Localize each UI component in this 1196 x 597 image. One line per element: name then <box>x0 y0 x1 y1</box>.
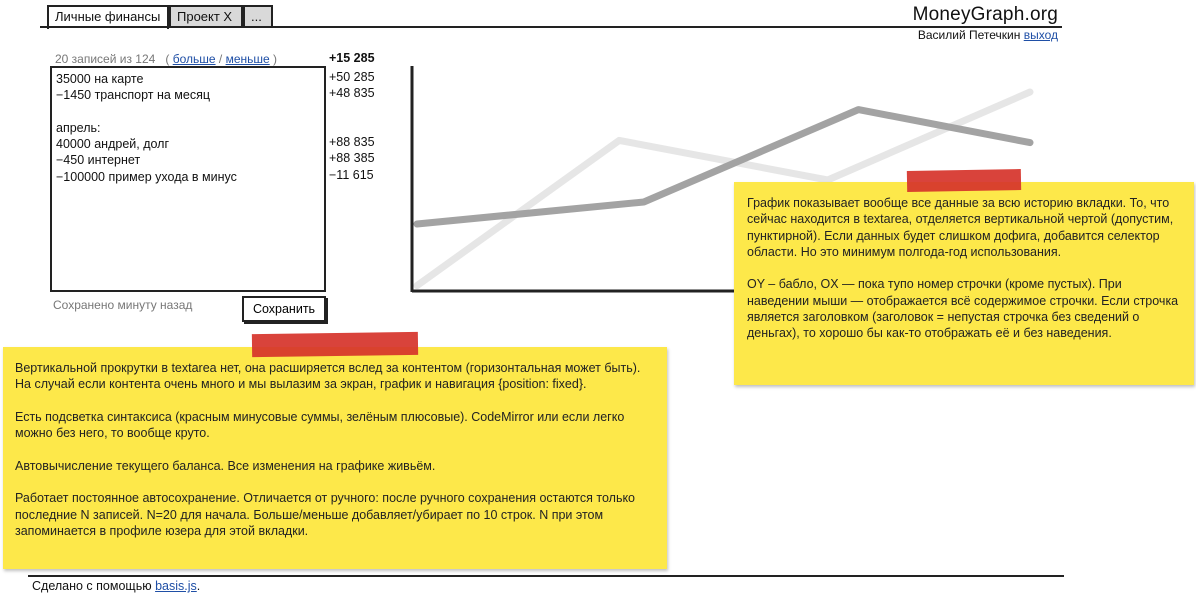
balance-value: −11 615 <box>329 167 374 182</box>
note-paragraph: Вертикальной прокрутки в textarea нет, о… <box>15 361 641 392</box>
paren-open: ( <box>165 52 170 66</box>
footer-text: Сделано с помощью <box>32 579 152 593</box>
footer: Сделано с помощью basis.js. <box>32 579 200 593</box>
balance-value: +88 385 <box>329 151 375 166</box>
tab-more[interactable]: ... <box>243 5 273 27</box>
entry-line: −450 интернет <box>56 153 141 168</box>
records-summary: 20 записей из 124 ( больше / меньше ) <box>55 52 277 66</box>
note-paragraph: Автовычисление текущего баланса. Все изм… <box>15 458 436 473</box>
save-button[interactable]: Сохранить <box>242 296 326 322</box>
sticky-note-editor: Вертикальной прокрутки в textarea нет, о… <box>3 347 667 569</box>
balance-value: +48 835 <box>329 86 375 101</box>
total-balance: +15 285 <box>329 51 375 65</box>
user-info: Василий Петечкин выход <box>918 28 1058 42</box>
user-name: Василий Петечкин <box>917 28 1021 42</box>
entries-textarea[interactable]: 35000 на карте −1450 транспорт на месяц … <box>50 66 326 292</box>
running-balances: +50 285 +48 835 +88 835 +88 385 −11 615 <box>329 69 375 183</box>
tab-project-x[interactable]: Проект X <box>169 5 243 27</box>
records-count: 20 записей из 124 <box>55 52 156 66</box>
entry-line <box>56 104 320 120</box>
note-paragraph: OY – бабло, OX — пока тупо номер строчки… <box>747 277 1179 341</box>
note-paragraph: Есть подсветка синтаксиса (красным минус… <box>15 409 625 441</box>
separator: / <box>218 52 223 66</box>
less-link[interactable]: меньше <box>225 52 270 66</box>
tab-underline <box>40 26 1062 28</box>
balance-value: +88 835 <box>329 135 375 150</box>
balance-value <box>329 102 375 118</box>
logout-link[interactable]: выход <box>1023 28 1058 42</box>
tab-personal-finance[interactable]: Личные финансы <box>47 5 169 29</box>
note-paragraph: Работает постоянное автосохранение. Отли… <box>15 491 636 538</box>
balance-value: +50 285 <box>329 70 375 84</box>
footer-dot: . <box>196 579 201 593</box>
basis-link[interactable]: basis.js <box>155 579 197 593</box>
paren-close: ) <box>273 52 278 66</box>
series-line-1[interactable] <box>413 106 1034 228</box>
tape-strip <box>906 169 1022 192</box>
entry-line: −1450 транспорт на месяц <box>56 88 211 103</box>
tape-strip <box>251 331 419 358</box>
entry-line: 40000 андрей, долг <box>56 137 170 152</box>
entry-line: апрель: <box>56 120 101 135</box>
entry-line: 35000 на карте <box>56 72 144 86</box>
note-paragraph: График показывает вообще все данные за в… <box>747 196 1174 259</box>
sticky-note-chart: График показывает вообще все данные за в… <box>734 182 1194 385</box>
entry-line: −100000 пример ухода в минус <box>56 169 237 184</box>
autosave-status: Сохранено минуту назад <box>53 298 193 312</box>
brand-logo: MoneyGraph.org <box>912 4 1058 25</box>
balance-value <box>329 118 375 134</box>
more-link[interactable]: больше <box>172 52 216 66</box>
footer-divider <box>28 575 1064 577</box>
